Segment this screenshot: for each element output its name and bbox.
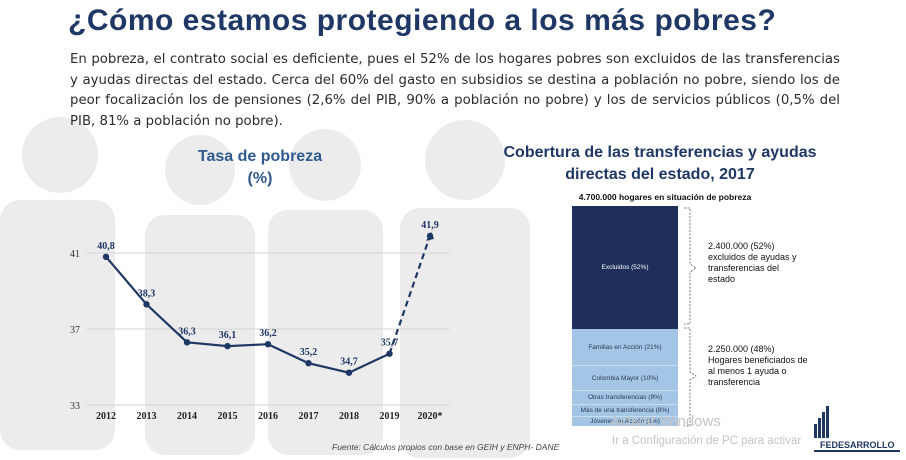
x-tick-label: 2012	[96, 411, 116, 422]
segment-jovenes-en-accion: Jóvenes en Acción (1%)	[572, 416, 678, 426]
data-point	[305, 360, 312, 367]
data-label: 34,7	[340, 357, 358, 368]
y-tick-label: 33	[70, 401, 80, 412]
segment-mas-de-una: Más de una transferencia (8%)	[572, 404, 678, 416]
data-label: 36,2	[259, 328, 277, 339]
coverage-header: 4.700.000 hogares en situación de pobrez…	[578, 192, 752, 202]
x-tick-label: 2020*	[418, 411, 443, 422]
series-line-projected	[388, 235, 432, 355]
chart-subtitle: (%)	[247, 170, 273, 187]
source-note: Fuente: Cálculos propios con base en GEI…	[332, 442, 560, 452]
data-point	[224, 342, 231, 350]
y-tick-label: 37	[70, 325, 80, 336]
segment-otras-transferencias: Otras transferencias (8%)	[572, 390, 678, 404]
annotation-beneficiados: 2.250.000 (48%) Hogares beneficiados de …	[708, 344, 808, 387]
segment-excluidos: Excluidos (52%)	[572, 206, 678, 329]
data-label: 40,8	[97, 241, 115, 252]
data-label: 38,3	[138, 288, 156, 299]
x-tick-label: 2016	[258, 411, 278, 422]
coverage-title: Cobertura de las transferencias y ayudas…	[503, 144, 817, 183]
x-tick-label: 2017	[299, 411, 319, 422]
segment-colombia-mayor: Colombia Mayor (10%)	[572, 365, 678, 390]
fedesarrollo-logo	[814, 406, 900, 452]
data-point	[264, 341, 272, 348]
data-label: 41,9	[421, 220, 439, 231]
data-label: 36,1	[219, 330, 237, 341]
x-tick-label: 2013	[137, 411, 157, 422]
x-tick-label: 2015	[218, 411, 238, 422]
x-tick-label: 2019	[380, 411, 400, 422]
arrow-head	[426, 231, 434, 241]
data-label: 35,7	[381, 338, 399, 349]
page-title: ¿Cómo estamos protegiendo a los más pobr…	[68, 4, 777, 37]
coverage-stacked-bar: Excluidos (52%) Familias en Acción (21%)…	[572, 206, 678, 426]
data-label: 36,3	[178, 326, 196, 337]
chart-title: Tasa de pobreza	[197, 148, 323, 165]
data-point	[143, 301, 150, 308]
brace-lines	[684, 207, 697, 427]
data-label: 35,2	[300, 347, 318, 358]
logo-text: FEDESARROLLO	[820, 440, 895, 450]
activation-watermark-subtitle: Ir a Configuración de PC para activar	[612, 435, 802, 447]
series-line-solid	[105, 256, 390, 374]
data-point	[345, 369, 353, 376]
data-point	[183, 339, 191, 346]
y-tick-label: 41	[70, 249, 80, 260]
x-tick-label: 2018	[339, 411, 359, 422]
activation-watermark-title: Activar Windows	[610, 413, 721, 430]
x-tick-label: 2014	[177, 411, 197, 422]
annotation-excluidos: 2.400.000 (52%) excluidos de ayudas y tr…	[708, 241, 797, 284]
data-point	[102, 253, 110, 260]
intro-paragraph: En pobreza, el contrato social es defici…	[70, 52, 840, 129]
data-point	[386, 350, 393, 357]
segment-familias-en-accion: Familias en Acción (21%)	[572, 329, 678, 365]
